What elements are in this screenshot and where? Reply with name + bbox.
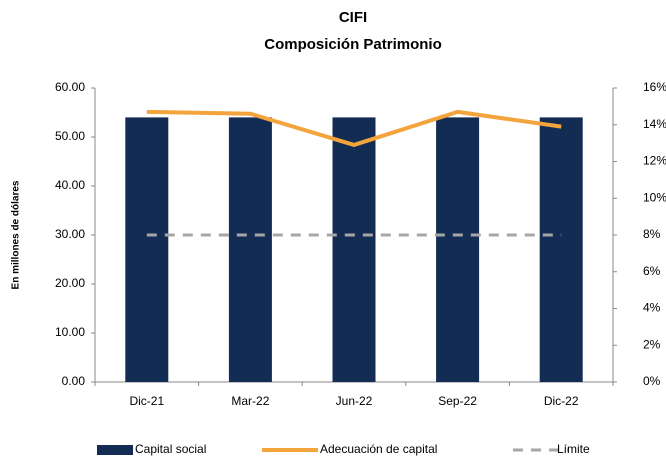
x-tick-label: Jun-22 [336, 394, 373, 408]
y2-tick-label: 14% [643, 117, 666, 131]
y-tick-label: 50.00 [55, 129, 85, 143]
y2-tick-label: 0% [643, 374, 661, 388]
line [146, 109, 562, 147]
y2-tick-label: 8% [643, 227, 661, 241]
legend-label: Capital social [135, 442, 206, 456]
y2-tick-label: 4% [643, 301, 661, 315]
x-tick-label: Mar-22 [231, 394, 269, 408]
y-tick-label: 20.00 [55, 276, 85, 290]
y-tick-label: 0.00 [62, 374, 86, 388]
y2-tick-label: 10% [643, 190, 666, 204]
y2-tick-label: 12% [643, 154, 666, 168]
x-tick-label: Dic-22 [544, 394, 579, 408]
x-tick-label: Dic-21 [129, 394, 164, 408]
legend-swatch [97, 445, 133, 455]
y-tick-label: 40.00 [55, 178, 85, 192]
y2-tick-label: 16% [643, 80, 666, 94]
y-tick-label: 60.00 [55, 80, 85, 94]
y-axis-label: En millones de dólares [11, 180, 22, 289]
y2-tick-label: 6% [643, 264, 661, 278]
legend-label: Límite [557, 442, 590, 456]
bar [539, 117, 583, 383]
chart-title: CIFI [339, 9, 367, 26]
bar [332, 117, 376, 383]
chart-subtitle: Composición Patrimonio [264, 36, 442, 53]
bar [228, 117, 272, 383]
bar [436, 117, 480, 383]
y2-tick-label: 2% [643, 337, 661, 351]
x-tick-label: Sep-22 [438, 394, 477, 408]
bar [125, 117, 169, 383]
legend-label: Adecuación de capital [320, 442, 437, 456]
y-tick-label: 30.00 [55, 227, 85, 241]
y-tick-label: 10.00 [55, 325, 85, 339]
